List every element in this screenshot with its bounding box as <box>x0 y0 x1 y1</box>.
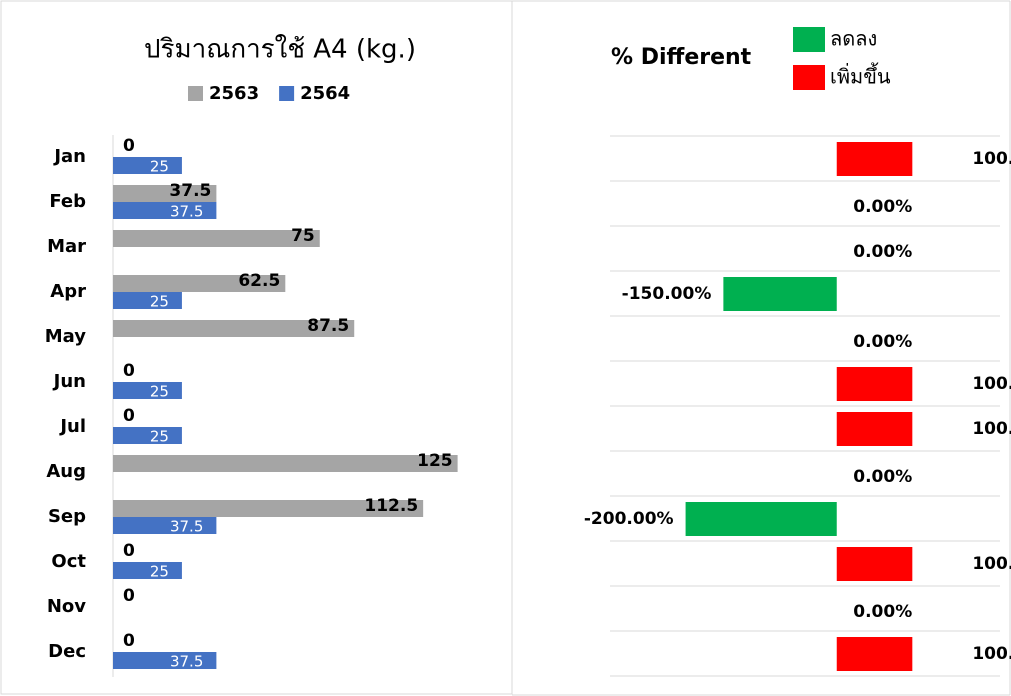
y-tick-label: Feb <box>49 191 86 212</box>
bar <box>113 382 182 399</box>
data-label: 25 <box>150 428 169 446</box>
data-label: 37.5 <box>170 203 203 221</box>
bar <box>113 517 217 534</box>
y-tick-label: Sep <box>48 506 86 527</box>
data-label: 0.00% <box>853 332 912 352</box>
bar <box>836 547 913 581</box>
data-label: 100.00% <box>972 644 1011 664</box>
data-label: 0 <box>123 406 135 426</box>
y-tick-label: Mar <box>47 236 86 257</box>
panel-border <box>0 0 513 695</box>
bar <box>113 562 182 579</box>
bar <box>836 367 913 401</box>
data-label: 0 <box>123 586 135 606</box>
legend-swatch <box>279 86 295 101</box>
bar <box>836 637 913 671</box>
data-label: 87.5 <box>307 316 349 336</box>
bar <box>113 275 286 292</box>
data-label: 25 <box>150 563 169 581</box>
data-label: -150.00% <box>622 284 712 304</box>
bar <box>113 157 182 174</box>
data-label: 37.5 <box>170 518 203 536</box>
y-tick-label: Apr <box>50 281 86 302</box>
data-label: 0.00% <box>853 197 912 217</box>
legend-label: เพิ่มขึ้น <box>830 63 891 89</box>
bar <box>685 502 837 536</box>
data-label: 0 <box>123 136 135 156</box>
bar <box>113 185 217 202</box>
data-label: 0 <box>123 631 135 651</box>
data-label: 125 <box>417 451 453 471</box>
bar <box>113 500 424 517</box>
bar <box>113 320 355 337</box>
bar <box>723 277 837 311</box>
data-label: 25 <box>150 383 169 401</box>
data-label: 0.00% <box>853 242 912 262</box>
y-tick-label: May <box>45 326 87 347</box>
legend-label: 2563 <box>209 83 259 104</box>
data-label: 37.5 <box>170 653 203 671</box>
bar <box>113 427 182 444</box>
data-label: 112.5 <box>364 496 418 516</box>
data-label: 62.5 <box>238 271 280 291</box>
legend-swatch <box>188 86 203 101</box>
data-label: 100.00% <box>972 419 1011 439</box>
data-label: 0.00% <box>853 467 912 487</box>
data-label: 25 <box>150 158 169 176</box>
y-tick-label: Jun <box>52 371 86 392</box>
chart-title: % Different <box>611 45 752 70</box>
data-label: 75 <box>291 226 315 246</box>
bar <box>836 412 913 446</box>
y-tick-label: Dec <box>48 641 86 662</box>
data-label: -200.00% <box>584 509 674 529</box>
data-label: 100.00% <box>972 554 1011 574</box>
data-label: 0 <box>123 541 135 561</box>
data-label: 37.5 <box>169 181 211 201</box>
bar <box>113 652 217 669</box>
data-label: 25 <box>150 293 169 311</box>
chart-title: ปริมาณการใช้ A4 (kg.) <box>144 35 416 65</box>
data-label: 100.00% <box>972 149 1011 169</box>
bar <box>113 292 182 309</box>
legend-label: ลดลง <box>830 27 877 51</box>
legend-swatch <box>793 27 825 52</box>
y-tick-label: Aug <box>46 461 86 482</box>
bar <box>836 142 913 176</box>
y-tick-label: Jul <box>58 416 86 437</box>
legend-label: 2564 <box>300 83 350 104</box>
y-tick-label: Jan <box>52 146 86 167</box>
data-label: 0 <box>123 361 135 381</box>
data-label: 100.00% <box>972 374 1011 394</box>
bar <box>113 230 320 247</box>
bar <box>113 202 217 219</box>
legend-swatch <box>793 65 825 90</box>
data-label: 0.00% <box>853 602 912 622</box>
y-tick-label: Oct <box>51 551 86 572</box>
y-tick-label: Nov <box>47 596 86 617</box>
bar <box>113 455 458 472</box>
